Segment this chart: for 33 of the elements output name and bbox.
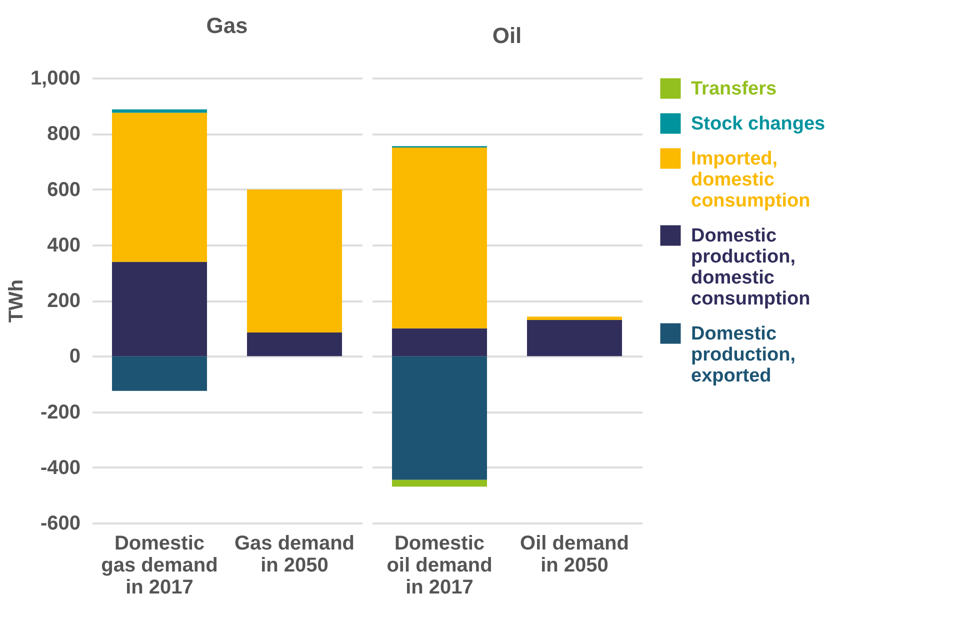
bar bbox=[112, 356, 207, 391]
x-tick-label: Domestic oil demand in 2017 bbox=[386, 532, 492, 598]
legend-label: Stock changes bbox=[691, 114, 826, 134]
x-tick-label: Oil demand in 2050 bbox=[520, 532, 629, 576]
bar bbox=[112, 262, 207, 356]
bar bbox=[247, 332, 342, 356]
y-tick-label: 400 bbox=[47, 234, 80, 256]
bar bbox=[112, 109, 207, 113]
y-tick-label: -600 bbox=[40, 512, 80, 534]
y-tick-label: 800 bbox=[47, 123, 80, 146]
legend-label: Imported, domestic consumption bbox=[691, 148, 810, 212]
chart-title: Oil bbox=[492, 23, 522, 48]
y-tick-label: 600 bbox=[47, 178, 80, 201]
chart-title: Gas bbox=[206, 13, 248, 38]
y-tick-label: -200 bbox=[40, 401, 80, 424]
y-tick-label: 0 bbox=[69, 346, 80, 368]
bar bbox=[527, 316, 622, 320]
legend-label: Domestic production, domestic consumption bbox=[691, 226, 810, 310]
bar bbox=[392, 480, 487, 487]
y-tick-label: 1,000 bbox=[30, 68, 80, 90]
bar bbox=[527, 320, 622, 356]
x-tick-label: Gas demand in 2050 bbox=[234, 532, 355, 576]
bar bbox=[392, 356, 487, 480]
bar bbox=[392, 328, 487, 356]
bar bbox=[247, 190, 342, 332]
y-axis-title: TWh bbox=[5, 279, 28, 323]
legend-label: Domestic production, exported bbox=[691, 324, 796, 386]
bar bbox=[392, 148, 487, 328]
y-tick-label: -400 bbox=[40, 456, 80, 479]
y-tick-label: 200 bbox=[47, 290, 80, 312]
x-tick-label: Domestic gas demand in 2017 bbox=[101, 532, 218, 598]
legend-label: Transfers bbox=[691, 78, 777, 100]
bar bbox=[112, 112, 207, 262]
